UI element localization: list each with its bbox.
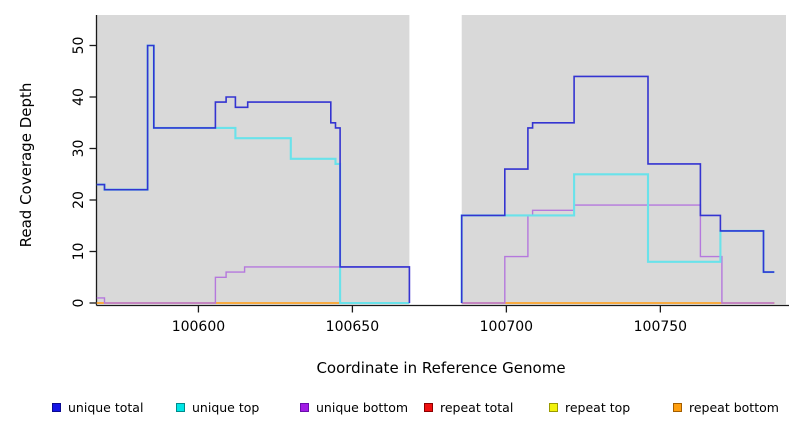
x-tick-label: 100600: [172, 319, 225, 335]
y-tick-label: 50: [71, 37, 87, 55]
legend-item-repeat-bottom: repeat bottom: [673, 400, 779, 415]
repeat-top-swatch-icon: [549, 403, 558, 412]
x-tick-label: 100750: [634, 319, 687, 335]
unique-total-swatch-icon: [52, 403, 61, 412]
legend-item-repeat-total: repeat total: [424, 400, 513, 415]
y-tick-label: 40: [71, 88, 87, 106]
shaded-region-1: [461, 15, 786, 305]
x-axis-title: Coordinate in Reference Genome: [316, 359, 566, 377]
repeat-bottom-swatch-icon: [673, 403, 682, 412]
series-line-unique_total-seg1: [460, 75, 775, 303]
y-tick-label: 20: [71, 191, 87, 209]
shaded-region-0: [96, 15, 410, 305]
legend-label: repeat total: [440, 400, 514, 415]
legend-label: unique total: [68, 400, 144, 415]
series-line-unique_bottom-seg0: [96, 266, 411, 304]
y-tick-label: 30: [71, 140, 87, 158]
legend-label: repeat top: [565, 400, 631, 415]
legend-item-unique-top: unique top: [176, 400, 259, 415]
legend-item-unique-bottom: unique bottom: [300, 400, 408, 415]
legend-label: unique top: [192, 400, 260, 415]
unique-bottom-swatch-icon: [300, 403, 309, 412]
legend-item-repeat-top: repeat top: [549, 400, 630, 415]
repeat-total-swatch-icon: [424, 403, 433, 412]
y-tick-label: 10: [71, 243, 87, 261]
legend: unique total unique top unique bottom re…: [0, 396, 792, 426]
legend-label: repeat bottom: [689, 400, 779, 415]
unique-top-swatch-icon: [176, 403, 185, 412]
series-line-unique_total-seg0: [96, 44, 411, 303]
series-line-unique_bottom-seg1: [461, 204, 775, 304]
x-tick-label: 100650: [326, 319, 379, 335]
x-tick-label: 100700: [480, 319, 533, 335]
legend-label: unique bottom: [316, 400, 409, 415]
y-tick-label: 0: [71, 299, 87, 308]
legend-item-unique-total: unique total: [52, 400, 143, 415]
y-axis-title: Read Coverage Depth: [17, 82, 35, 248]
